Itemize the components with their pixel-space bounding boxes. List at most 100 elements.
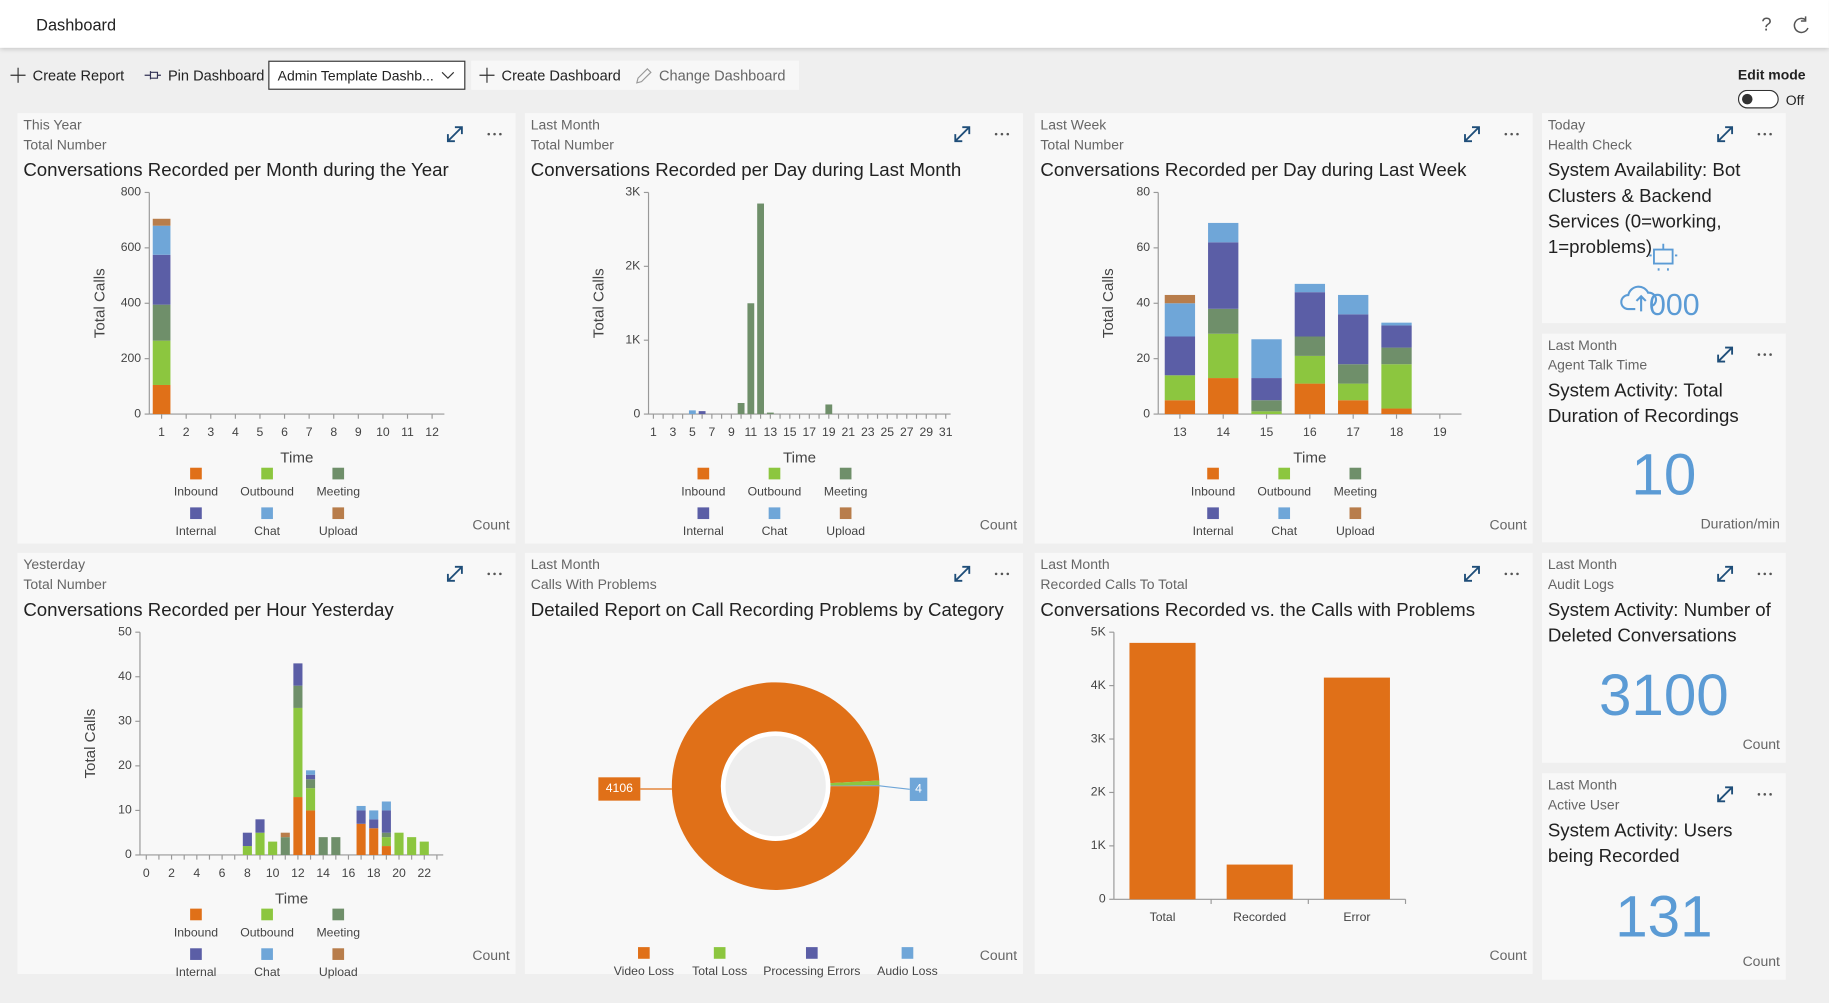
kpi-value: 000 (1649, 286, 1700, 322)
y-tick-label: 0 (634, 406, 641, 420)
widget-metric: Recorded Calls To Total (1040, 576, 1188, 593)
header-icons[interactable]: ? (1757, 14, 1815, 37)
more-button[interactable] (993, 565, 1012, 584)
x-tick-label: 14 (316, 866, 330, 880)
widget-title: System Activity: Total Duration of Recor… (1547, 381, 1739, 427)
more-dot (493, 132, 496, 136)
change-dashboard-label: Change Dashboard (659, 67, 786, 84)
expand-button[interactable] (1463, 565, 1482, 584)
bar-segment (152, 218, 171, 226)
pin-dashboard-button[interactable]: Pin Dashboard (143, 61, 264, 90)
more-button[interactable] (1755, 785, 1774, 804)
legend-swatch (697, 507, 710, 520)
y-tick-label: 10 (118, 803, 132, 817)
widget-period: Last Month (530, 116, 600, 133)
more-button[interactable] (485, 565, 504, 584)
create-report-button[interactable]: Create Report (10, 61, 124, 90)
widget-card: Last Month Audit Logs System Activity: Num… (1541, 552, 1786, 763)
bar-segment (369, 819, 379, 829)
expand-button[interactable] (1716, 125, 1735, 144)
help-icon[interactable]: ? (1761, 14, 1771, 35)
x-tick-label: 5 (689, 425, 696, 439)
legend-label: Internal (176, 965, 217, 979)
widget-period: Last Month (1040, 556, 1110, 573)
legend-swatch (768, 467, 781, 480)
more-dot (1769, 572, 1772, 576)
bar-segment (1164, 294, 1196, 304)
widget-period: Last Month (530, 556, 600, 573)
y-tick-label: 3K (1091, 731, 1107, 745)
more-button[interactable] (993, 125, 1012, 144)
y-tick-label: 30 (118, 714, 132, 728)
widget-period: Last Month (1547, 337, 1618, 354)
widget-period: Last Month (1547, 556, 1618, 573)
widget-card: Last Month Active User System Activity: Us… (1541, 773, 1786, 980)
widget-card: Last Month Agent Talk Time System Activity… (1541, 333, 1786, 543)
x-tick-label: 15 (1260, 425, 1274, 439)
change-dashboard-button[interactable]: Change Dashboard (627, 60, 799, 90)
more-button[interactable] (1755, 125, 1774, 144)
bar-segment (152, 340, 171, 385)
legend-swatch (332, 507, 345, 520)
expand-icon (1717, 126, 1734, 143)
create-dashboard-button[interactable]: Create Dashboard (471, 60, 636, 90)
expand-button[interactable] (446, 125, 465, 144)
bar-segment (381, 801, 391, 811)
bar-segment (152, 384, 171, 415)
x-axis-title: Time (783, 449, 816, 466)
legend-label: Inbound (1191, 484, 1235, 498)
legend-swatch (190, 507, 202, 520)
more-button[interactable] (1502, 565, 1521, 584)
expand-button[interactable] (1716, 785, 1735, 804)
x-tick-label: 4 (232, 425, 239, 439)
widget-unit: Count (1489, 516, 1527, 534)
more-button[interactable] (1502, 125, 1521, 144)
edit-mode-state: Off (1785, 92, 1805, 109)
legend-swatch (1278, 467, 1291, 480)
expand-button[interactable] (953, 565, 972, 584)
expand-button[interactable] (446, 565, 465, 584)
widget-metric: Total Number (23, 576, 107, 593)
refresh-icon[interactable] (1793, 16, 1809, 34)
x-tick-label: 12 (425, 425, 439, 439)
widget-unit: Count (1489, 947, 1527, 964)
bar-segment (737, 402, 745, 415)
expand-icon (1717, 346, 1734, 363)
y-tick-label: 40 (118, 669, 132, 683)
legend-swatch (261, 507, 273, 520)
x-tick-label: 27 (900, 425, 914, 439)
expand-button[interactable] (1716, 345, 1735, 364)
bar-segment (255, 832, 265, 855)
expand-button[interactable] (1716, 565, 1735, 584)
bar-segment (1338, 400, 1369, 415)
bar-segment (1381, 408, 1412, 415)
bar-segment (1164, 400, 1196, 415)
expand-button[interactable] (953, 125, 972, 144)
bar-segment (1381, 347, 1412, 365)
widget-unit: Count (979, 516, 1018, 534)
y-tick-label: 0 (1099, 892, 1106, 906)
bar-segment (356, 823, 366, 855)
x-axis-title: Time (280, 449, 313, 466)
bar-segment (757, 203, 764, 415)
more-button[interactable] (1755, 565, 1774, 584)
x-tick-label: 10 (376, 425, 390, 439)
expand-button[interactable] (1463, 125, 1482, 144)
bar-segment (1251, 411, 1282, 415)
bar-segment (1381, 325, 1412, 348)
bar-segment (1338, 314, 1369, 365)
more-button[interactable] (485, 125, 504, 144)
dashboard-select[interactable]: Admin Template Dashb... (268, 60, 466, 90)
x-tick-label: 29 (919, 425, 933, 439)
widget-title: System Activity: Number of Deleted Conve… (1547, 600, 1771, 647)
widget-period: Yesterday (23, 556, 86, 573)
x-tick-label: 18 (1390, 425, 1404, 439)
y-tick-label: 50 (118, 624, 132, 638)
legend-label: Outbound (240, 484, 294, 498)
legend-label: Processing Errors (763, 964, 860, 978)
bar-segment (331, 837, 341, 855)
edit-mode-toggle[interactable] (1737, 89, 1780, 110)
pencil-icon (636, 67, 652, 84)
y-tick-label: 1K (625, 332, 641, 346)
more-button[interactable] (1755, 345, 1774, 364)
